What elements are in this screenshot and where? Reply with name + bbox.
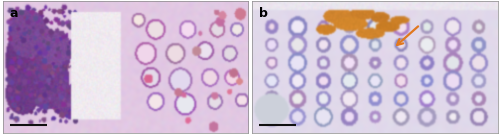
Text: b: b [260,7,268,20]
Text: a: a [10,7,18,20]
